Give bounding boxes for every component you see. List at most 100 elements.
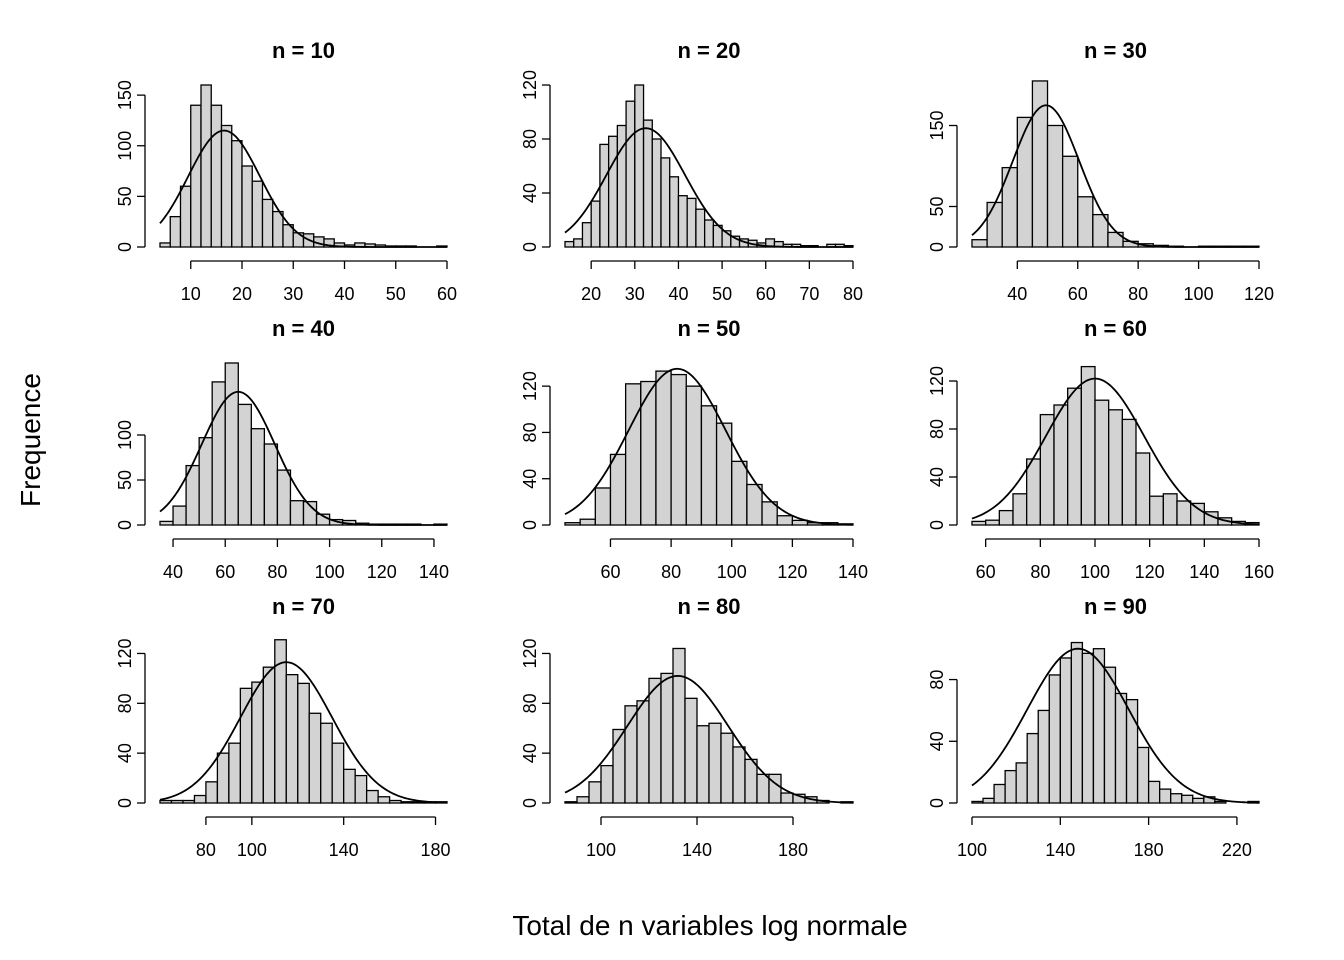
histogram-bar (1092, 648, 1106, 804)
histogram-bar (1004, 769, 1017, 804)
x-tick-label: 60 (215, 562, 235, 582)
histogram-bar (1103, 666, 1117, 804)
x-tick-label: 100 (1184, 284, 1214, 304)
histogram-bar (210, 104, 223, 248)
histogram-bar (720, 732, 734, 804)
normal-curve (159, 129, 447, 248)
histogram-bar (190, 104, 202, 248)
x-tick-label: 40 (1007, 284, 1027, 304)
y-tick-label: 0 (927, 242, 947, 252)
panel-title: n = 30 (1084, 38, 1147, 63)
histogram-bar (1094, 399, 1110, 526)
x-tick-label: 140 (1189, 562, 1219, 582)
histogram-bar (159, 242, 171, 248)
histogram-bar (708, 722, 722, 804)
histogram-bar (670, 373, 687, 526)
histogram-bar (703, 219, 715, 248)
y-tick-label: 120 (520, 70, 540, 100)
histogram-bar (982, 797, 995, 804)
histogram-bar (262, 666, 276, 804)
histogram-bar (388, 799, 402, 804)
histogram-bar (986, 201, 1003, 248)
histogram-bar (985, 519, 1000, 526)
x-tick-label: 50 (386, 284, 406, 304)
histogram-bar (1108, 409, 1123, 526)
normal-curve (159, 390, 447, 526)
histogram-bar (625, 100, 636, 248)
histogram-bar (289, 500, 305, 526)
y-tick-label: 40 (927, 467, 947, 487)
histogram-bar (609, 453, 627, 526)
histogram-bar (251, 681, 264, 804)
histogram-bar (1080, 365, 1096, 526)
x-tick-label: 160 (1244, 562, 1274, 582)
histogram-bar (998, 509, 1014, 526)
panel-1: n = 10 10 20 30 40 50 60 0 50 100 150 (115, 38, 457, 304)
histogram-bar (677, 195, 688, 248)
x-tick-label: 70 (799, 284, 819, 304)
y-tick-label: 120 (115, 638, 135, 668)
histogram-bar (660, 157, 671, 248)
y-tick-label: 0 (520, 798, 540, 808)
x-tick-label: 60 (1068, 284, 1088, 304)
y-tick-label: 0 (115, 798, 135, 808)
x-tick-label: 140 (682, 840, 712, 860)
y-tick-label: 0 (520, 242, 540, 252)
histogram-bar (655, 370, 672, 526)
histogram-bar (695, 208, 706, 248)
histogram-bar (971, 239, 988, 248)
x-tick-label: 20 (581, 284, 601, 304)
x-tick-label: 80 (1030, 562, 1050, 582)
x-tick-label: 30 (283, 284, 303, 304)
histogram-bar (1214, 800, 1227, 804)
histogram-bar (971, 520, 987, 526)
x-tick-label: 100 (1080, 562, 1110, 582)
normal-curve (564, 127, 853, 248)
histogram-bar (776, 515, 794, 526)
y-tick-label: 0 (927, 520, 947, 530)
panel-7: n = 70 80 100 140 180 0 40 80 120 (115, 594, 451, 860)
histogram-bar (200, 84, 212, 248)
histogram-bar (182, 799, 196, 804)
y-tick-label: 80 (115, 693, 135, 713)
histogram-bar (308, 712, 322, 804)
histogram-bar (1149, 495, 1164, 526)
y-tick-label: 50 (115, 470, 135, 490)
x-tick-label: 60 (437, 284, 457, 304)
y-tick-label: 0 (927, 798, 947, 808)
histogram-bar (573, 238, 584, 248)
histogram-bar (216, 752, 230, 804)
histogram-bar (1053, 404, 1069, 526)
x-tick-label: 100 (586, 840, 616, 860)
figure-xlabel: Total de n variables log normale (512, 910, 907, 941)
x-tick-label: 140 (838, 562, 868, 582)
histogram-bar (1001, 166, 1018, 248)
histogram-bar (276, 469, 292, 526)
histogram-bar (261, 198, 274, 248)
panel-2: n = 20 20 30 40 50 60 70 80 0 40 80 120 (520, 38, 863, 304)
histogram-bar (636, 700, 650, 804)
y-tick-label: 80 (520, 422, 540, 442)
y-tick-label: 40 (520, 469, 540, 489)
histogram-bar (1114, 692, 1128, 804)
histogram-bar (1136, 746, 1150, 804)
histogram-bar (1121, 418, 1137, 526)
y-tick-label: 0 (115, 242, 135, 252)
panels: n = 10 10 20 30 40 50 60 0 50 100 150 n = 20 20 30 40 5… (115, 38, 1274, 860)
histogram-bar (377, 796, 391, 804)
y-tick-label: 120 (927, 366, 947, 396)
x-tick-label: 120 (777, 562, 807, 582)
histogram-bar (251, 180, 264, 248)
panel-4: n = 40 40 60 80 100 120 140 0 50 100 (115, 316, 449, 582)
histogram-bar (1070, 641, 1084, 804)
x-tick-label: 140 (329, 840, 359, 860)
histogram-bar (761, 501, 778, 526)
x-tick-label: 120 (1244, 284, 1274, 304)
histogram-bar (285, 674, 299, 804)
histogram-bar (590, 200, 601, 248)
panel-9: n = 90 100 140 180 220 0 40 80 (927, 594, 1260, 860)
x-tick-label: 20 (232, 284, 252, 304)
x-tick-label: 40 (668, 284, 688, 304)
histogram-bar (564, 240, 575, 248)
histogram-bar (224, 362, 239, 526)
